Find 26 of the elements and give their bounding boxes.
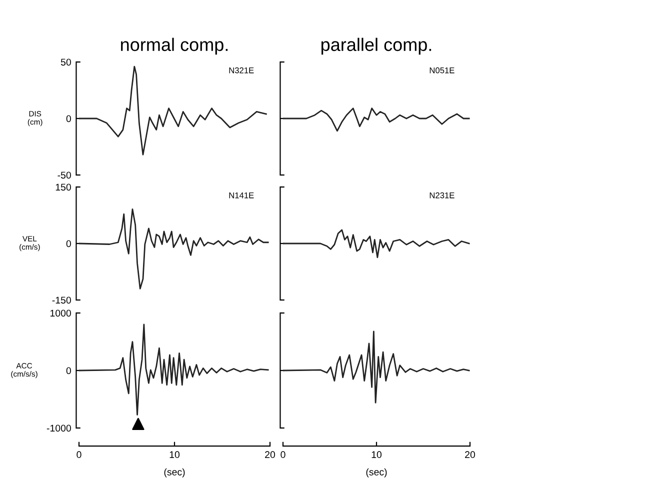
x-tick-label: 20 — [465, 451, 476, 458]
y-tick-label: 0 — [66, 367, 71, 374]
annotation: N141E — [229, 192, 254, 198]
annotation: N321E — [229, 67, 254, 74]
x-tick-label: 10 — [372, 451, 382, 458]
y-tick-label: 0 — [66, 115, 71, 122]
y-tick-label: 1000 — [50, 310, 71, 317]
y-tick-label: -150 — [52, 296, 71, 304]
annotation: N231E — [430, 192, 454, 198]
chart-title: parallel comp. — [321, 38, 432, 55]
line-series — [79, 208, 269, 290]
x-tick-label: 20 — [265, 451, 276, 458]
line-series — [79, 324, 269, 416]
y-tick-label: -50 — [58, 172, 71, 179]
x-axis-title: (sec) — [366, 468, 387, 478]
chart-title: normal comp. — [121, 38, 228, 55]
x-tick-label: 0 — [280, 451, 286, 458]
x-axis-title: (sec) — [164, 468, 185, 478]
x-tick-label: 0 — [76, 451, 82, 458]
y-tick-label: 50 — [60, 58, 71, 66]
y-tick-label: 150 — [56, 184, 71, 191]
y-tick-label: 0 — [66, 240, 71, 248]
x-tick-label: 10 — [170, 451, 180, 458]
y-tick-label: -1000 — [46, 424, 71, 432]
line-series — [79, 66, 267, 156]
annotation: N051E — [430, 67, 454, 74]
